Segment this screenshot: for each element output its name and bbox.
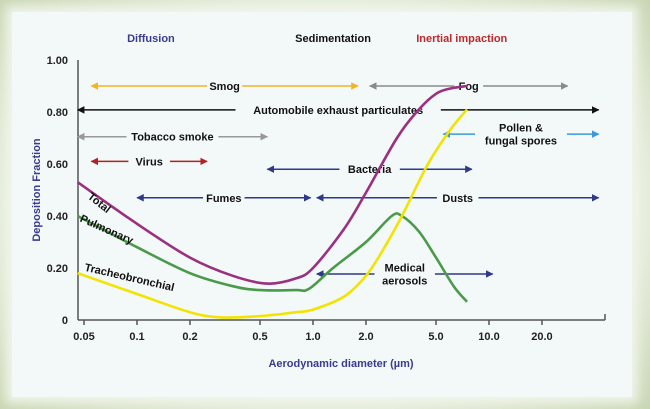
curve-total <box>76 84 468 285</box>
x-axis-label: Aerodynamic diameter (µm) <box>268 358 413 370</box>
x-tick-label: 20.0 <box>531 331 552 343</box>
curve-label: Total <box>85 191 112 216</box>
range-label: Bacteria <box>348 164 392 176</box>
range-label: Fog <box>459 81 479 93</box>
range-label: Smog <box>209 81 240 93</box>
x-tick-label: 0.1 <box>129 331 144 343</box>
x-tick-label: 0.05 <box>73 331 94 343</box>
y-tick-label: 0.40 <box>47 211 68 223</box>
y-tick-label: 0.60 <box>47 159 68 171</box>
range-label: Pollen & <box>499 123 543 135</box>
range-label: Fumes <box>206 193 241 205</box>
x-tick-label: 10.0 <box>478 331 499 343</box>
x-tick-label: 0.2 <box>182 331 197 343</box>
range-label: Tobacco smoke <box>131 132 213 144</box>
range-label: aerosols <box>382 275 427 287</box>
x-tick-label: 1.0 <box>305 331 320 343</box>
range-label: Medical <box>385 262 425 274</box>
chart-panel <box>12 12 632 397</box>
y-tick-label: 0.20 <box>47 263 68 275</box>
range-label: Dusts <box>442 193 473 205</box>
curve-label: Tracheobronchial <box>83 262 175 294</box>
x-tick-label: 0.5 <box>252 331 267 343</box>
x-tick-label: 2.0 <box>358 331 373 343</box>
region-label: Diffusion <box>127 33 175 45</box>
curve-pulmonary <box>77 212 468 303</box>
y-axis-label: Deposition Fraction <box>31 138 43 242</box>
range-label: Automobile exhaust particulates <box>253 105 423 117</box>
y-tick-label: 0 <box>62 315 68 327</box>
x-tick-label: 5.0 <box>428 331 443 343</box>
range-label: Virus <box>136 156 163 168</box>
region-label: Sedimentation <box>295 33 371 45</box>
y-tick-label: 0.80 <box>47 107 68 119</box>
range-label: fungal spores <box>485 136 557 148</box>
region-label: Inertial impaction <box>416 33 507 45</box>
curve-tracheobronchial <box>77 108 469 319</box>
y-tick-label: 1.00 <box>47 55 68 67</box>
